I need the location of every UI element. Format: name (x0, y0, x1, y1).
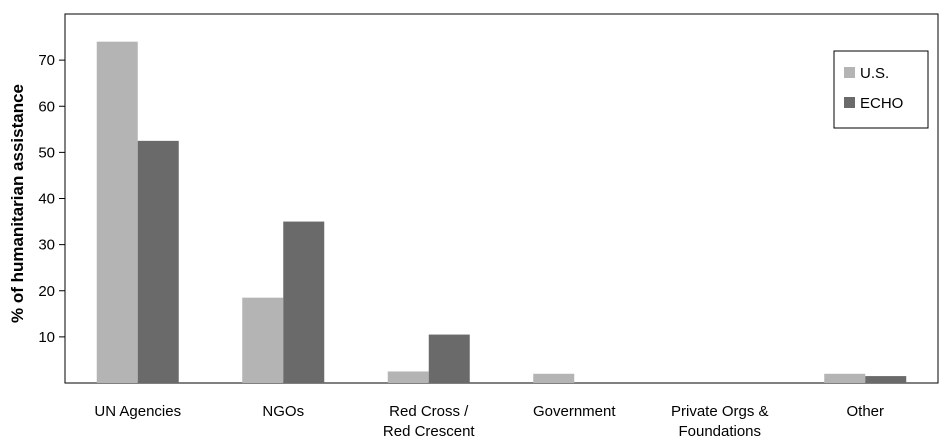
bar-us-0 (96, 41, 138, 384)
x-category-label-line: Red Cross / (389, 403, 469, 420)
x-category-label: Other (846, 403, 884, 420)
y-tick-label: 30 (38, 237, 55, 254)
x-category-label-line: Foundations (678, 423, 761, 440)
bar-echo-0 (137, 140, 179, 383)
plot-area: 10 20 30 40 50 60 70 UN Agencies NGOs Red Cross /… (38, 13, 939, 440)
x-category-label-line: Government (533, 403, 616, 420)
y-tick-label: 20 (38, 283, 55, 300)
legend-swatch (844, 97, 855, 108)
y-tick-label: 40 (38, 191, 55, 208)
x-category-label-line: UN Agencies (94, 403, 181, 420)
bar-echo-1 (283, 221, 325, 383)
x-category-label: Government (533, 403, 616, 420)
x-category-label-line: NGOs (262, 403, 304, 420)
legend-box (833, 50, 929, 129)
bar-us-1 (242, 297, 284, 383)
bar-us-3 (533, 373, 575, 383)
x-category-label: Private Orgs & Foundations (671, 403, 769, 440)
bar-us-2 (387, 371, 429, 383)
x-category-label: Red Cross / Red Crescent (383, 403, 476, 440)
legend-label: U.S. (860, 65, 889, 82)
y-axis-title: % of humanitarian assistance (8, 84, 27, 323)
y-tick-label: 10 (38, 329, 55, 346)
y-tick-label: 50 (38, 144, 55, 161)
legend: U.S. ECHO (833, 50, 929, 129)
x-category-label-line: Red Crescent (383, 423, 476, 440)
bar-us-5 (824, 373, 866, 383)
x-category-label: UN Agencies (94, 403, 181, 420)
bar-echo-2 (428, 334, 470, 383)
y-tick-label: 60 (38, 98, 55, 115)
bar-echo-5 (865, 376, 907, 383)
plot-frame (64, 13, 939, 384)
x-category-label: NGOs (262, 403, 304, 420)
y-tick-label: 70 (38, 52, 55, 69)
legend-label: ECHO (860, 95, 903, 112)
x-category-label-line: Other (846, 403, 884, 420)
legend-swatch (844, 67, 855, 78)
x-category-label-line: Private Orgs & (671, 403, 769, 420)
